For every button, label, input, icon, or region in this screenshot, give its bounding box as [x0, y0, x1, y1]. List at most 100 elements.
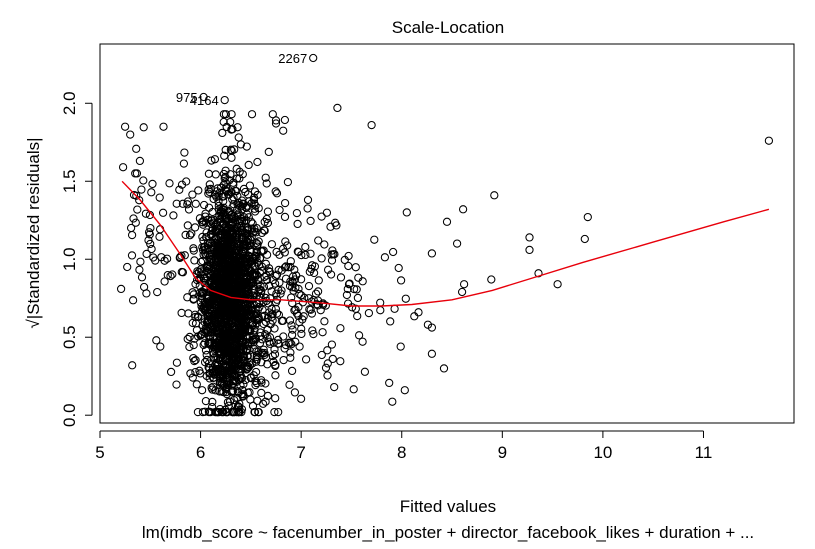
data-point — [242, 203, 251, 213]
data-point — [262, 271, 271, 280]
data-point — [195, 214, 205, 223]
data-point — [189, 353, 198, 363]
data-point — [233, 356, 242, 365]
data-point — [227, 110, 236, 119]
data-point — [583, 212, 592, 222]
data-point — [254, 237, 263, 246]
data-point — [178, 199, 188, 208]
data-point — [401, 294, 410, 303]
x-tick-label: 7 — [296, 443, 305, 462]
data-point — [227, 153, 236, 162]
data-point — [295, 342, 304, 351]
data-point — [262, 250, 272, 259]
data-point — [306, 216, 315, 226]
data-point — [322, 208, 332, 217]
point-label: 975 — [176, 90, 198, 105]
data-point — [252, 347, 261, 356]
data-point — [240, 318, 249, 327]
data-point — [250, 187, 260, 196]
data-point — [349, 284, 359, 294]
data-point — [191, 355, 200, 365]
data-point — [238, 385, 247, 395]
data-point — [210, 266, 219, 276]
data-point — [280, 115, 290, 125]
data-point — [329, 250, 338, 259]
data-point — [295, 289, 304, 299]
data-point — [380, 253, 390, 262]
data-point — [228, 125, 237, 134]
data-point — [321, 363, 331, 372]
data-point — [286, 338, 295, 348]
data-point — [353, 311, 362, 321]
data-point — [258, 399, 268, 408]
data-point — [340, 255, 349, 265]
data-point — [215, 248, 224, 257]
data-point — [376, 306, 385, 315]
data-point — [146, 239, 155, 249]
data-point — [204, 359, 214, 368]
data-point — [288, 283, 297, 292]
data-point — [244, 264, 253, 273]
data-point — [240, 301, 249, 311]
data-point — [131, 169, 140, 178]
data-point — [268, 275, 278, 285]
data-point — [142, 249, 151, 259]
data-point — [172, 358, 182, 367]
data-point — [184, 205, 194, 214]
data-point — [146, 223, 155, 233]
data-point — [442, 217, 452, 226]
data-point — [177, 308, 186, 318]
data-point — [225, 346, 234, 356]
data-point — [192, 380, 201, 389]
data-point — [165, 179, 174, 188]
data-point — [251, 201, 260, 210]
data-point — [267, 240, 277, 249]
data-point — [178, 268, 188, 277]
data-point — [388, 247, 398, 257]
data-point — [139, 176, 148, 185]
data-point — [553, 280, 562, 289]
data-point — [194, 267, 204, 277]
data-point — [259, 319, 268, 329]
data-point — [221, 314, 231, 324]
point-label: 2267 — [278, 51, 307, 66]
data-point — [370, 235, 379, 244]
data-point — [241, 187, 250, 197]
data-point — [270, 350, 280, 359]
data-point — [364, 308, 374, 318]
data-point — [423, 320, 433, 329]
data-point — [323, 371, 332, 380]
data-point — [227, 220, 237, 229]
data-point — [235, 241, 244, 251]
data-point — [235, 174, 244, 183]
data-point — [221, 178, 230, 187]
data-point — [190, 310, 200, 319]
data-point — [279, 126, 288, 135]
data-point — [236, 274, 245, 283]
data-point — [180, 148, 189, 157]
data-point — [277, 316, 287, 326]
data-point — [220, 95, 229, 105]
data-point — [175, 185, 184, 194]
data-point — [200, 273, 209, 283]
data-point — [129, 214, 138, 223]
data-point — [247, 110, 257, 119]
data-point — [323, 359, 332, 368]
data-point — [280, 212, 290, 222]
data-point — [345, 279, 354, 288]
data-point — [181, 230, 190, 240]
data-point — [132, 169, 142, 178]
data-point — [235, 250, 245, 259]
data-point — [262, 214, 271, 224]
data-point — [228, 269, 237, 278]
data-point — [344, 280, 354, 289]
data-point — [209, 373, 218, 382]
data-point — [271, 304, 281, 314]
data-point — [303, 195, 313, 205]
data-point — [332, 221, 341, 230]
data-point — [230, 362, 239, 372]
data-point — [230, 331, 240, 340]
data-point — [152, 336, 161, 345]
data-point — [257, 348, 266, 357]
x-axis: 5 6 7 8 9 10 11 — [95, 430, 712, 462]
